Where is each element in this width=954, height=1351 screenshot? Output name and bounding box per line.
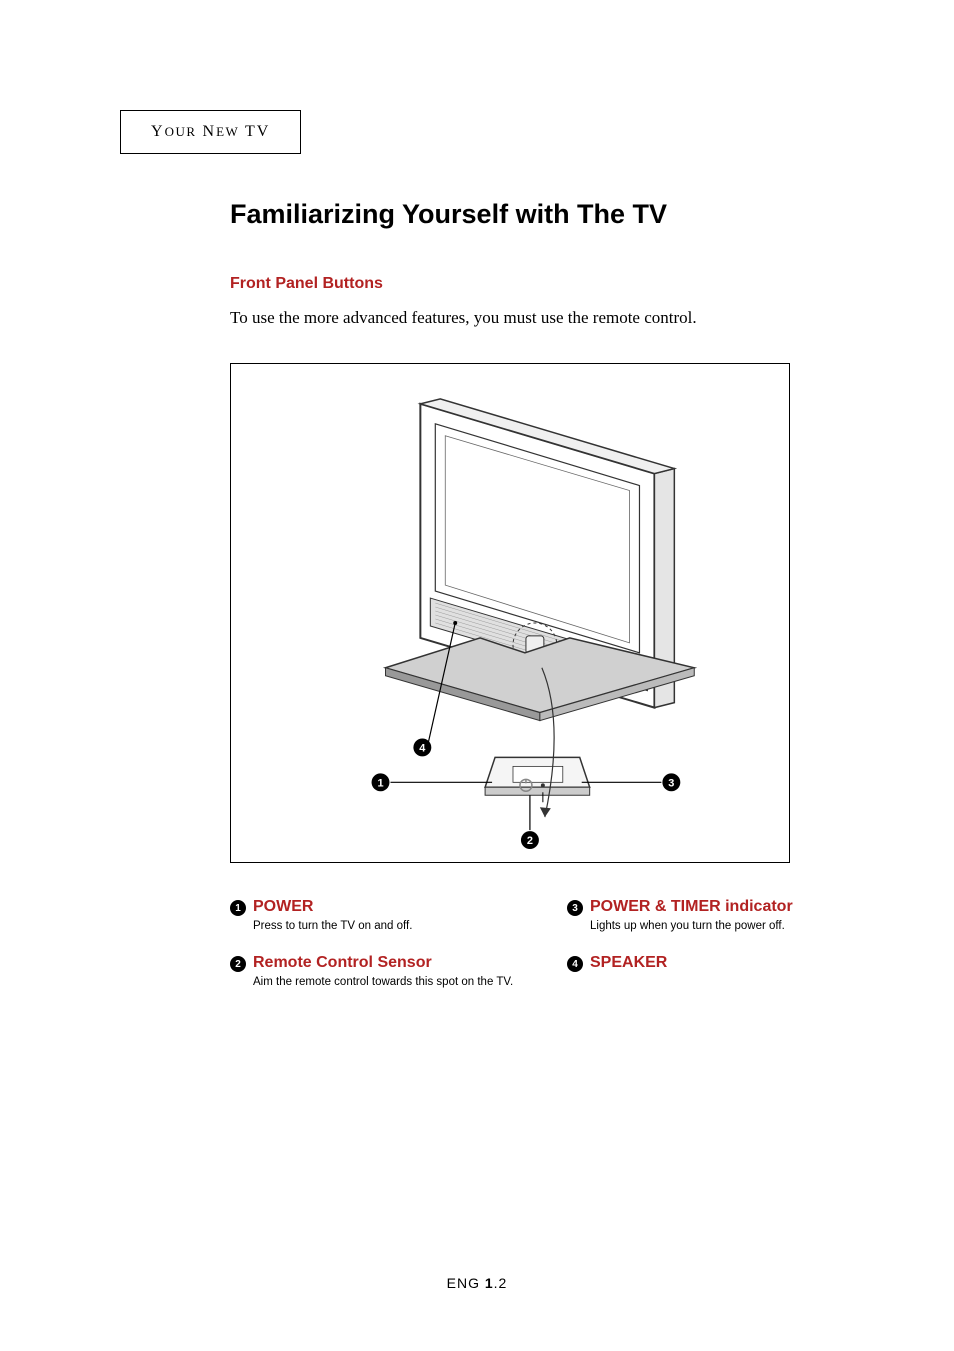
legend-badge: 1 <box>230 900 246 916</box>
svg-text:2: 2 <box>527 835 533 847</box>
tv-diagram-svg: 1 2 3 4 <box>231 364 789 862</box>
legend-title: POWER <box>253 898 313 916</box>
chapter-header-text: YOUR NEW TV <box>151 123 270 140</box>
legend-desc: Press to turn the TV on and off. <box>253 918 517 934</box>
callout-2: 2 <box>521 831 539 849</box>
tv-body <box>386 399 695 795</box>
legend-badge: 2 <box>230 956 246 972</box>
legend-item-power: 1 POWER Press to turn the TV on and off. <box>230 898 517 934</box>
legend-item-speaker: 4 SPEAKER <box>567 954 854 972</box>
legend-item-remote-sensor: 2 Remote Control Sensor Aim the remote c… <box>230 954 517 990</box>
tv-diagram-box: 1 2 3 4 <box>230 363 790 863</box>
legend-badge: 4 <box>567 956 583 972</box>
legend-column-left: 1 POWER Press to turn the TV on and off.… <box>230 898 517 1010</box>
header-smallcaps: EW <box>216 124 239 139</box>
legend-item-power-indicator: 3 POWER & TIMER indicator Lights up when… <box>567 898 854 934</box>
legend-title: POWER & TIMER indicator <box>590 898 793 916</box>
legend-column-right: 3 POWER & TIMER indicator Lights up when… <box>567 898 854 1010</box>
page-title: Familiarizing Yourself with The TV <box>230 199 854 230</box>
header-char: Y <box>151 123 165 140</box>
footer-bold: 1 <box>485 1275 494 1291</box>
header-char: N <box>203 123 217 140</box>
callout-1: 1 <box>372 773 390 791</box>
legend-desc: Lights up when you turn the power off. <box>590 918 854 934</box>
legend-badge: 3 <box>567 900 583 916</box>
footer-suffix: .2 <box>494 1275 508 1291</box>
chapter-header-box: YOUR NEW TV <box>120 110 301 154</box>
callout-3: 3 <box>662 773 680 791</box>
section-title: Front Panel Buttons <box>230 275 854 293</box>
svg-text:3: 3 <box>668 777 674 789</box>
footer-prefix: ENG <box>447 1275 485 1291</box>
legend-title: Remote Control Sensor <box>253 954 432 972</box>
legend-title: SPEAKER <box>590 954 667 972</box>
callout-4: 4 <box>413 738 431 756</box>
svg-text:4: 4 <box>419 742 426 754</box>
svg-text:1: 1 <box>377 777 383 789</box>
header-smallcaps: OUR <box>165 124 197 139</box>
legend: 1 POWER Press to turn the TV on and off.… <box>230 898 854 1010</box>
intro-paragraph: To use the more advanced features, you m… <box>230 308 854 328</box>
header-suffix: TV <box>245 123 270 140</box>
page-footer: ENG 1.2 <box>0 1275 954 1291</box>
legend-desc: Aim the remote control towards this spot… <box>253 974 517 990</box>
